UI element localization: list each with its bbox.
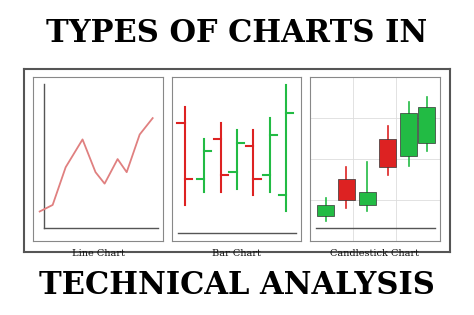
Bar — [338, 179, 355, 200]
Text: Candlestick Chart: Candlestick Chart — [330, 249, 419, 258]
Bar — [317, 205, 334, 216]
Bar — [380, 140, 396, 167]
Bar — [400, 113, 417, 156]
Text: Bar Chart: Bar Chart — [212, 249, 261, 258]
Text: TYPES OF CHARTS IN: TYPES OF CHARTS IN — [46, 18, 428, 49]
Text: TECHNICAL ANALYSIS: TECHNICAL ANALYSIS — [39, 270, 435, 301]
Bar — [419, 107, 435, 143]
Text: Line Chart: Line Chart — [72, 249, 125, 258]
Bar — [359, 192, 375, 205]
